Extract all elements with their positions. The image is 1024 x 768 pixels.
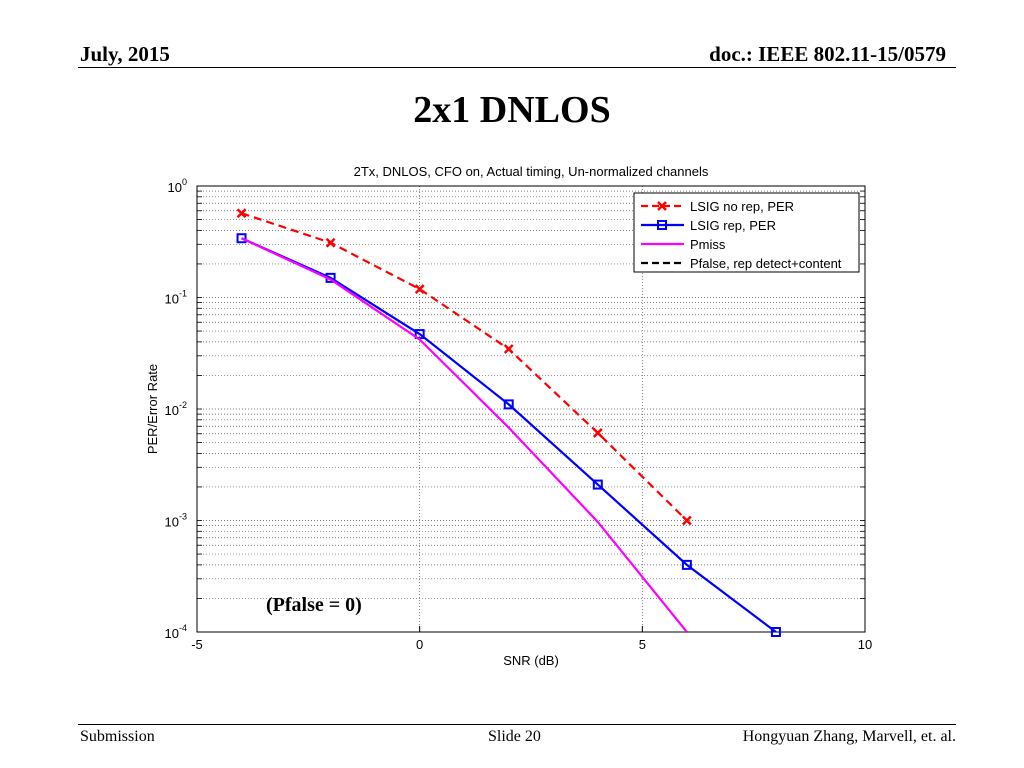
legend-label: Pmiss <box>690 237 726 252</box>
y-tick-label: 10-4 <box>165 623 187 641</box>
y-tick-label: 100 <box>168 177 187 195</box>
square-marker <box>681 559 692 570</box>
footer-submission: Submission <box>80 728 155 745</box>
pfalse-annotation: (Pfalse = 0) <box>266 594 362 616</box>
series-lsig-no-rep-per <box>241 212 688 522</box>
y-axis-label: PER/Error Rate <box>145 364 160 454</box>
x-marker <box>592 428 603 438</box>
y-tick-label: 10-1 <box>165 289 187 307</box>
axes-box <box>196 185 866 633</box>
series-pmiss <box>241 237 688 632</box>
header-doc-id: doc.: IEEE 802.11-15/0579 <box>709 42 946 66</box>
chart-title: 2Tx, DNLOS, CFO on, Actual timing, Un-no… <box>354 164 709 179</box>
x-marker <box>236 208 247 219</box>
series-line <box>241 237 688 632</box>
legend-box <box>633 192 860 273</box>
square-marker <box>503 399 514 410</box>
square-marker <box>414 329 425 340</box>
x-tick-label: 5 <box>639 637 646 652</box>
x-marker <box>503 344 514 354</box>
footer-slide-number: Slide 20 <box>488 728 541 745</box>
x-tick-label: -5 <box>191 637 203 652</box>
legend-label: Pfalse, rep detect+content <box>690 256 842 271</box>
square-marker <box>236 233 247 244</box>
slide-title: 2x1 DNLOS <box>413 89 611 131</box>
y-tick-label: 10-3 <box>165 512 187 530</box>
square-marker <box>770 627 781 637</box>
header-rule <box>78 67 956 68</box>
legend-label: LSIG no rep, PER <box>690 199 794 214</box>
x-axis-label: SNR (dB) <box>503 653 559 668</box>
header-date: July, 2015 <box>80 42 170 66</box>
footer-rule <box>78 724 956 725</box>
legend-label: LSIG rep, PER <box>690 218 776 233</box>
x-marker <box>325 237 336 248</box>
legend: LSIG no rep, PER LSIG rep, PER Pmiss Pfalse… <box>633 192 860 273</box>
series-line <box>241 237 777 632</box>
square-marker <box>657 220 667 230</box>
x-marker <box>657 201 667 211</box>
x-tick-label: 10 <box>858 637 872 652</box>
x-marker <box>414 284 425 294</box>
x-tick-label: 0 <box>416 637 423 652</box>
series-line <box>241 212 688 522</box>
y-tick-label: 10-2 <box>165 400 187 418</box>
square-marker <box>592 479 603 490</box>
footer-author: Hongyuan Zhang, Marvell, et. al. <box>742 728 956 745</box>
series-lsig-rep-per <box>241 237 777 632</box>
x-marker <box>681 515 692 526</box>
